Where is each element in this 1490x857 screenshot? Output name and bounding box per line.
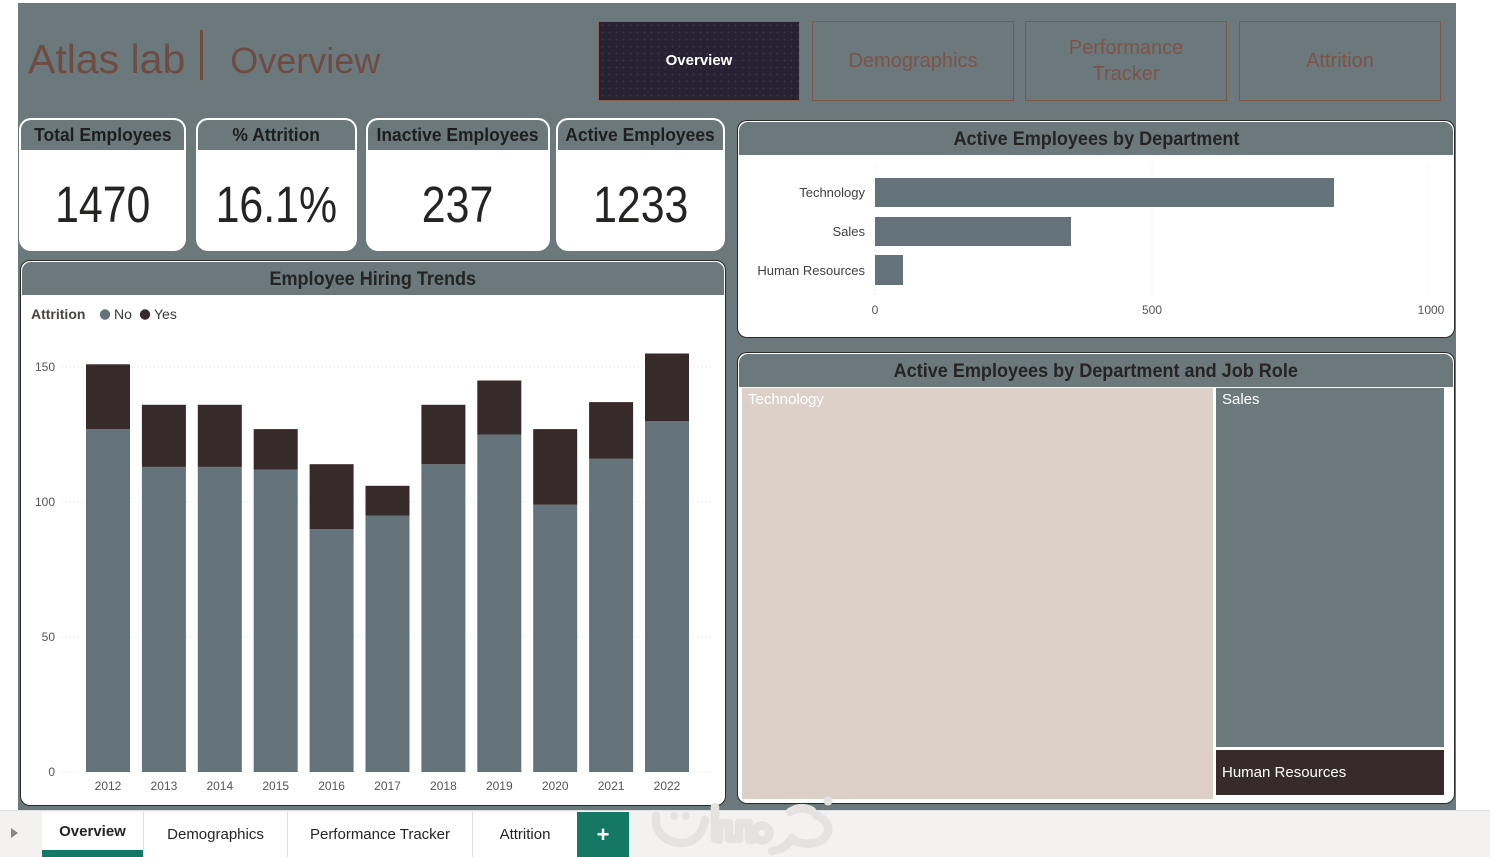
svg-text:0: 0 [872, 303, 879, 317]
svg-text:Technology: Technology [799, 185, 865, 200]
svg-text:1000: 1000 [1418, 303, 1445, 317]
svg-text:2019: 2019 [486, 779, 513, 793]
svg-text:50: 50 [42, 630, 56, 644]
svg-text:2022: 2022 [654, 779, 681, 793]
svg-text:2014: 2014 [206, 779, 233, 793]
svg-text:150: 150 [35, 360, 55, 374]
svg-text:Yes: Yes [154, 306, 177, 322]
svg-text:Sales: Sales [832, 224, 865, 239]
svg-text:2016: 2016 [318, 779, 345, 793]
svg-text:No: No [114, 306, 132, 322]
svg-text:Human Resources: Human Resources [757, 263, 865, 278]
svg-text:2021: 2021 [598, 779, 625, 793]
svg-text:2020: 2020 [542, 779, 569, 793]
svg-text:2013: 2013 [151, 779, 178, 793]
svg-text:100: 100 [35, 495, 55, 509]
svg-text:0: 0 [48, 765, 55, 779]
svg-text:2015: 2015 [262, 779, 289, 793]
svg-text:Attrition: Attrition [31, 306, 85, 322]
svg-text:500: 500 [1142, 303, 1162, 317]
svg-text:2017: 2017 [374, 779, 401, 793]
svg-text:2012: 2012 [95, 779, 122, 793]
svg-text:2018: 2018 [430, 779, 457, 793]
